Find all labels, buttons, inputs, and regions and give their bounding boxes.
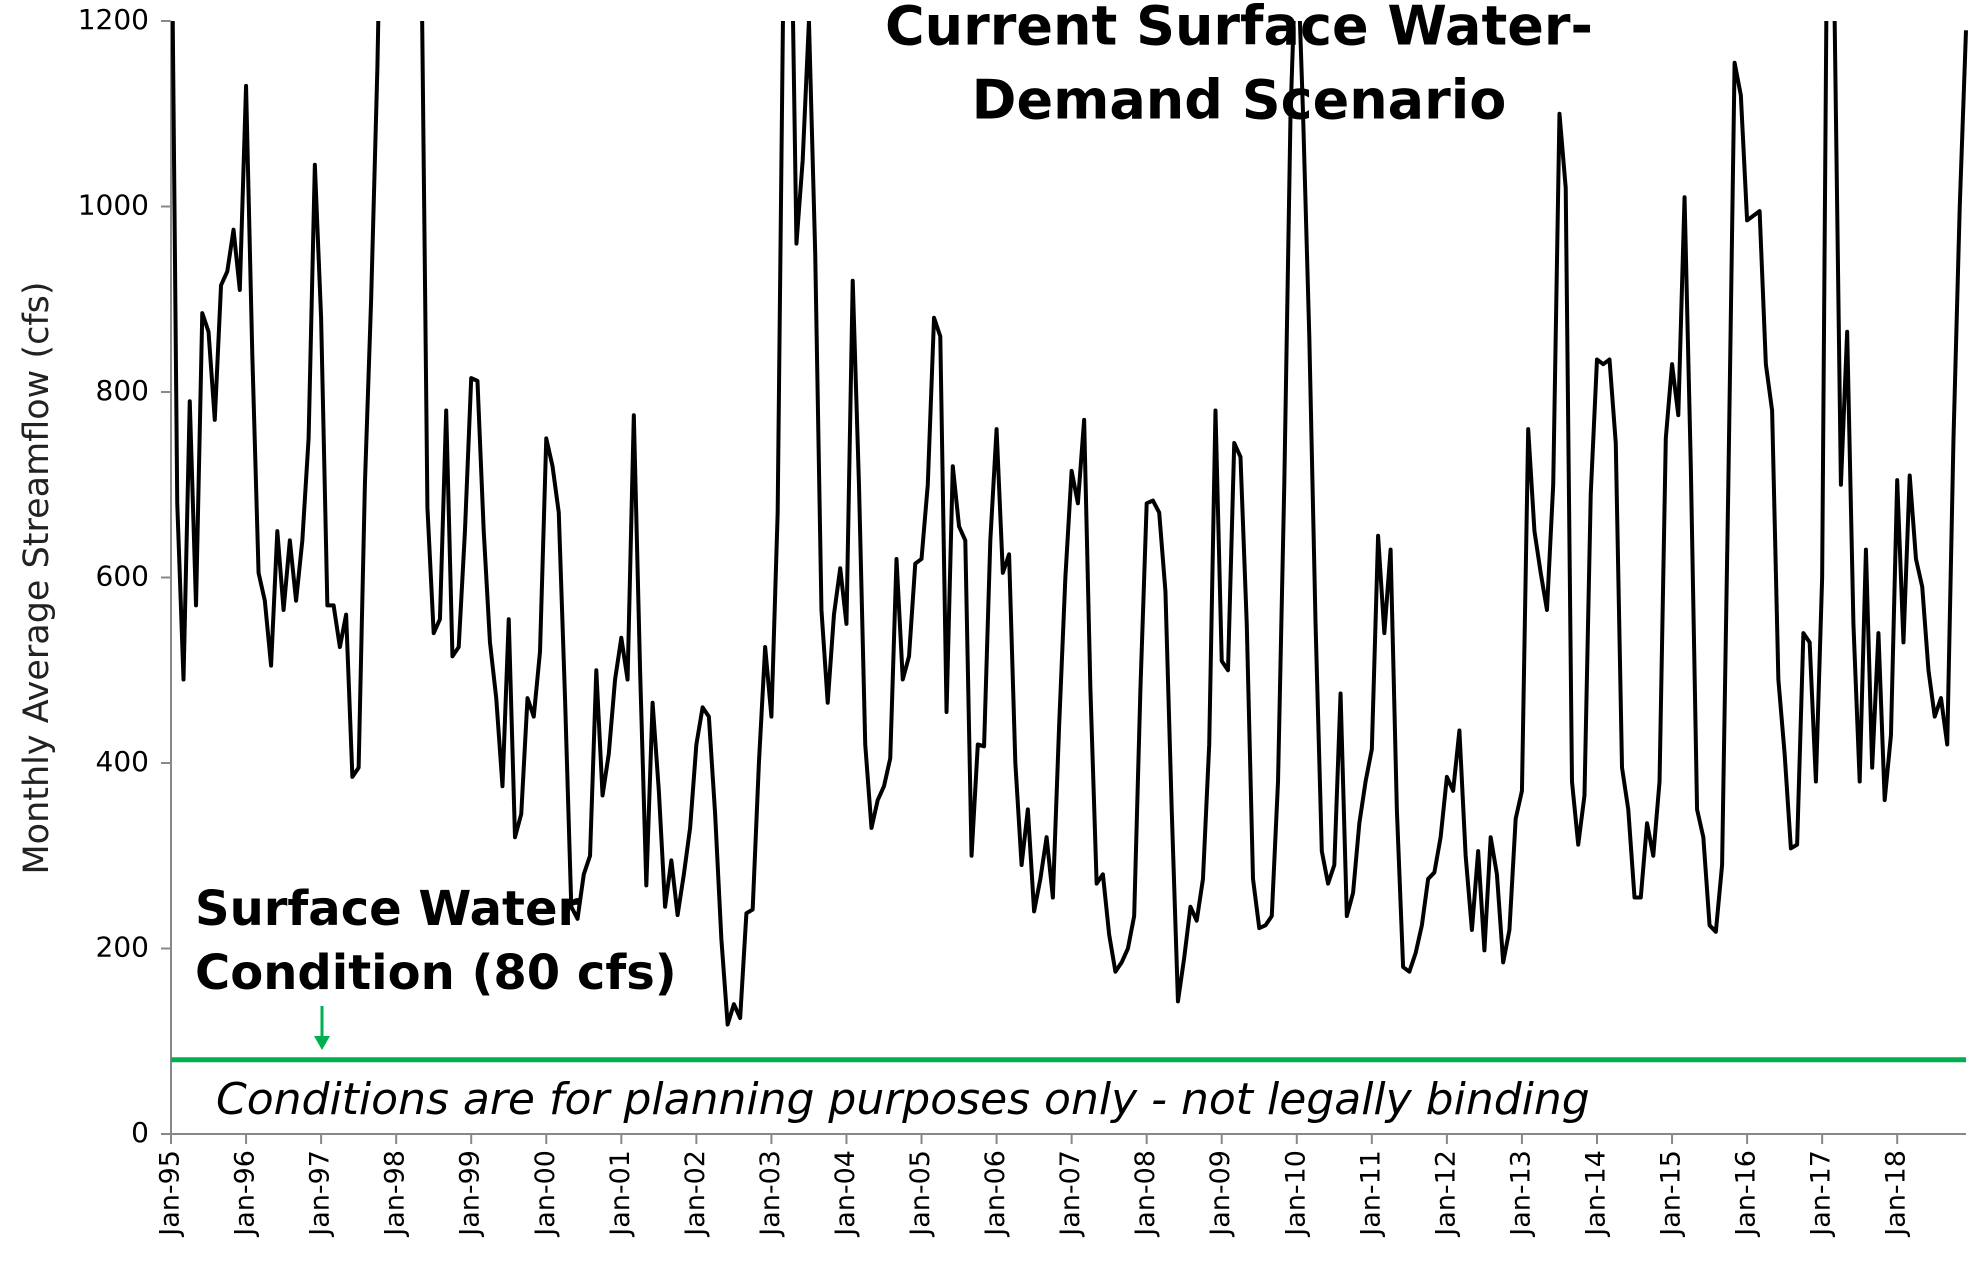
y-tick-label: 400 (96, 745, 149, 778)
chart-title: Current Surface Water- (885, 0, 1593, 58)
y-tick-label: 0 (131, 1116, 149, 1149)
x-tick-label: Jan-13 (1505, 1150, 1536, 1238)
threshold-label: Surface Water (195, 881, 582, 937)
x-tick-label: Jan-06 (980, 1150, 1011, 1238)
x-tick-label: Jan-09 (1205, 1150, 1236, 1238)
y-tick-label: 1000 (78, 189, 149, 222)
x-tick-label: Jan-99 (455, 1150, 486, 1238)
x-tick-label: Jan-97 (305, 1150, 336, 1238)
x-tick-label: Jan-17 (1806, 1150, 1837, 1238)
x-tick-label: Jan-10 (1280, 1150, 1311, 1238)
x-tick-label: Jan-01 (605, 1150, 636, 1238)
x-tick-label: Jan-07 (1055, 1150, 1086, 1238)
y-tick-label: 600 (96, 560, 149, 593)
x-tick-label: Jan-11 (1355, 1150, 1386, 1238)
streamflow-line (171, 21, 1968, 1027)
x-tick-label: Jan-95 (155, 1150, 186, 1238)
note: Conditions are for planning purposes onl… (216, 1074, 1590, 1125)
x-tick-label: Jan-04 (830, 1150, 861, 1238)
x-tick-label: Jan-18 (1881, 1150, 1912, 1238)
y-axis-label: Monthly Average Streamflow (cfs) (17, 281, 57, 874)
y-tick-label: 800 (96, 374, 149, 407)
x-tick-label: Jan-00 (530, 1150, 561, 1238)
x-tick-label: Jan-15 (1656, 1150, 1687, 1238)
x-tick-label: Jan-02 (680, 1150, 711, 1238)
arrow-head (314, 1036, 330, 1050)
y-tick-label: 1200 (78, 3, 149, 36)
x-tick-label: Jan-96 (230, 1150, 261, 1238)
threshold-label: Condition (80 cfs) (195, 945, 677, 1001)
x-tick-label: Jan-98 (380, 1150, 411, 1238)
x-tick-label: Jan-12 (1430, 1150, 1461, 1238)
y-tick-label: 200 (96, 931, 149, 964)
x-tick-label: Jan-08 (1130, 1150, 1161, 1238)
x-tick-label: Jan-14 (1580, 1150, 1611, 1238)
x-tick-label: Jan-05 (905, 1150, 936, 1238)
x-tick-label: Jan-03 (755, 1150, 786, 1238)
chart-title: Demand Scenario (972, 69, 1507, 132)
x-tick-label: Jan-16 (1731, 1150, 1762, 1238)
